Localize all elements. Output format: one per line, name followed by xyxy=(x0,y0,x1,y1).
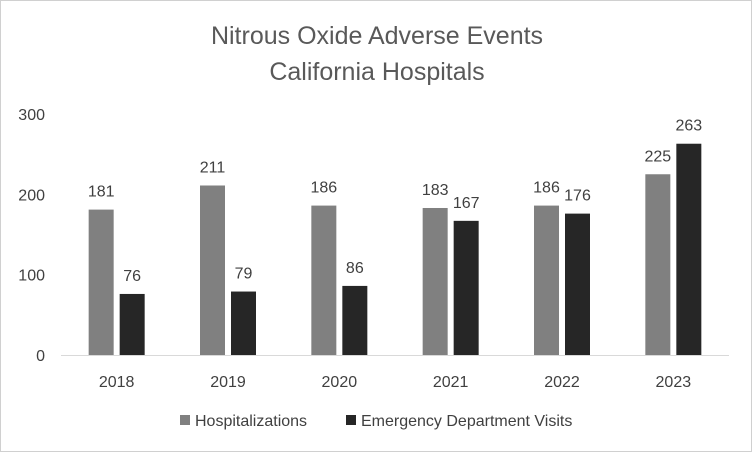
data-label: 263 xyxy=(675,118,702,135)
x-tick-label: 2020 xyxy=(322,374,358,391)
bar-ed-visits xyxy=(342,285,368,355)
data-label: 186 xyxy=(310,180,337,197)
data-label: 211 xyxy=(200,159,226,176)
y-tick-label: 200 xyxy=(18,187,45,204)
data-label: 176 xyxy=(564,188,591,205)
y-tick-label: 0 xyxy=(36,348,45,365)
data-label: 225 xyxy=(644,148,671,165)
data-label: 167 xyxy=(453,195,480,212)
plot-area: 0 100 200 300 181 76 2018 211 79 2019 186 86 2020 183… xyxy=(18,107,729,391)
y-tick-label: 100 xyxy=(18,268,45,285)
legend: Hospitalizations Emergency Department Vis… xyxy=(180,413,572,430)
data-label: 76 xyxy=(123,268,141,285)
legend-swatch xyxy=(180,415,190,425)
data-label: 183 xyxy=(422,182,449,199)
chart-title-line-1: Nitrous Oxide Adverse Events xyxy=(211,22,543,50)
bar-ed-visits xyxy=(119,293,145,355)
bar-hospitalizations xyxy=(88,209,114,355)
data-label: 186 xyxy=(533,180,560,197)
data-label: 79 xyxy=(235,266,253,283)
bar-hospitalizations xyxy=(422,207,448,355)
legend-label: Hospitalizations xyxy=(195,413,307,430)
data-label: 181 xyxy=(88,184,115,201)
bar-hospitalizations xyxy=(534,205,559,355)
bar-ed-visits xyxy=(565,213,590,355)
bar-ed-visits xyxy=(676,143,702,355)
x-tick-label: 2021 xyxy=(433,374,469,391)
bar-hospitalizations xyxy=(645,174,671,355)
x-tick-label: 2018 xyxy=(99,374,135,391)
legend-label: Emergency Department Visits xyxy=(361,413,572,430)
bar-hospitalizations xyxy=(200,185,225,355)
legend-swatch xyxy=(346,415,356,425)
y-tick-label: 300 xyxy=(18,107,45,124)
bar-hospitalizations xyxy=(311,205,337,355)
bar-ed-visits xyxy=(231,291,256,355)
x-tick-label: 2023 xyxy=(656,374,692,391)
x-tick-label: 2019 xyxy=(210,374,246,391)
bar-ed-visits xyxy=(453,220,479,355)
chart-title-line-2: California Hospitals xyxy=(269,58,484,86)
data-label: 86 xyxy=(346,260,364,277)
x-tick-label: 2022 xyxy=(544,374,580,391)
